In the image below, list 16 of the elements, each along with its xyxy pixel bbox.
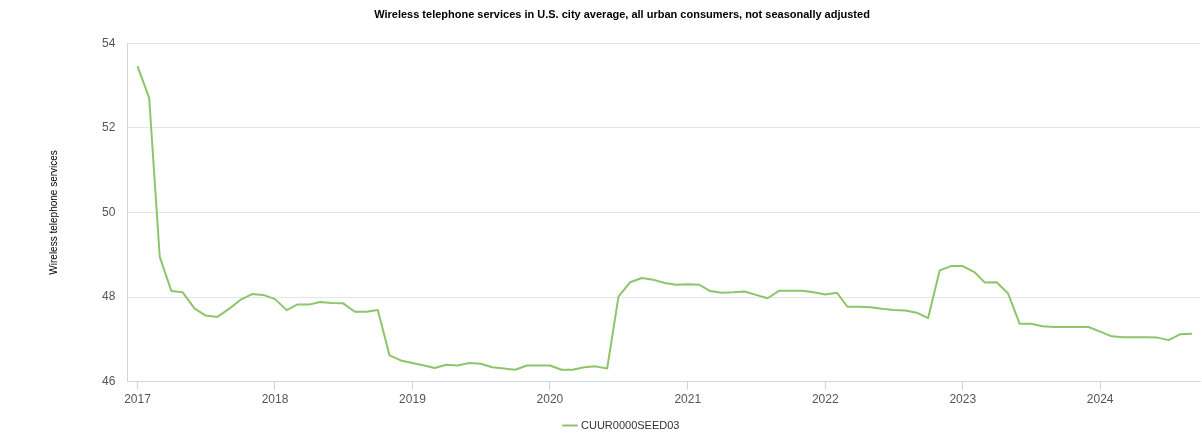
x-tick-label: 2021 [674,392,702,407]
x-tick-label: 2020 [536,392,564,407]
y-tick-label: 46 [101,373,116,388]
x-tick-label: 2017 [124,392,152,407]
x-tick-label: 2024 [1086,392,1114,407]
x-tick-label: 2022 [811,392,839,407]
chart-title: Wireless telephone services in U.S. city average, all urban consumers, not seasonally adjusted [374,7,870,20]
x-tick-label: 2023 [949,392,977,407]
legend-label: CUUR0000SEED03 [581,418,680,431]
y-tick-label: 48 [101,289,116,304]
y-axis-title: Wireless telephone services [47,150,59,275]
x-tick-label: 2019 [399,392,427,407]
y-tick-label: 54 [101,35,116,50]
x-tick-label: 2018 [261,392,289,407]
y-tick-label: 50 [101,204,116,219]
y-tick-label: 52 [101,120,116,135]
